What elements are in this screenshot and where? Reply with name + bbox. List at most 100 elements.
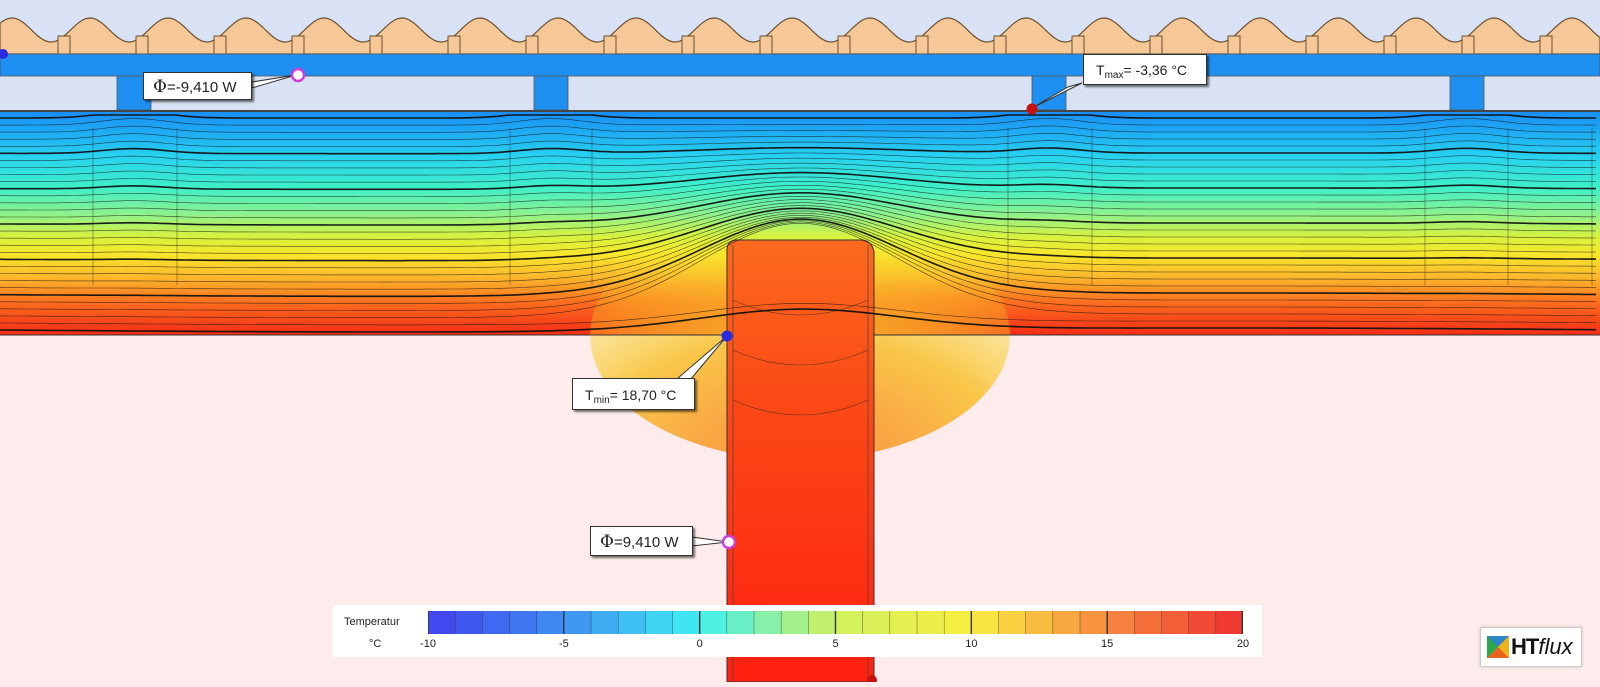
legend-tick-label: 20 [1236,638,1250,650]
batten-post [533,75,569,111]
isotherm [0,162,1597,176]
legend-step [1188,611,1217,634]
isotherm [0,212,1597,276]
isotherm [0,188,1596,219]
legend-step [754,611,782,634]
isotherm [0,157,1596,169]
isotherm [0,199,1597,240]
isotherm [0,185,1596,211]
legend-step [1080,611,1108,634]
tile-hook [1071,35,1085,55]
legend-tick-label: 10 [965,638,978,650]
legend-step [1107,611,1135,634]
phi-bottom-value: =9,410 W [613,534,679,551]
tile-hook [759,35,773,55]
isotherm [0,146,1596,155]
isotherm [0,171,1596,191]
tmin-subscript: min [593,395,610,406]
logo-bold: HT [1511,634,1539,659]
phi-top-marker[interactable] [290,67,306,83]
legend-step [971,611,999,634]
isotherm [0,176,1596,197]
isotherm [0,152,1596,162]
tile-hook [915,35,929,55]
legend-step [536,611,565,634]
tile-hook [1227,35,1241,55]
tile-hook [57,35,71,55]
tmax-symbol: T [1096,62,1105,78]
tile-hook [1383,35,1397,55]
legend-step [1052,611,1081,634]
legend-color-bar [428,611,1243,634]
tile-hook [681,35,695,55]
phi-bottom-marker[interactable] [721,534,737,550]
isotherm [0,205,1596,254]
legend-step [1134,611,1162,634]
legend-tick-label: 15 [1101,638,1114,650]
legend-step [509,611,538,634]
underlay-membrane [0,110,1600,112]
pointer-tmax [1031,82,1083,109]
isotherm [0,202,1596,247]
boundary-marker-left[interactable] [0,49,8,59]
legend-step [618,611,646,634]
isotherm [0,207,1596,262]
phi-top-value: =-9,410 W [166,79,237,96]
isotherm [0,125,1596,133]
legend-step [835,611,864,634]
isotherm-rafter [732,299,869,316]
isotherm-lines [0,114,1597,416]
batten-post [1449,75,1485,111]
isotherm-rafter [732,349,869,366]
legend-step [1025,611,1054,634]
legend-step [672,611,701,634]
tmin-marker[interactable] [721,330,733,342]
isotherm [0,181,1596,204]
legend-step [563,611,592,634]
tile-hook [1461,35,1475,55]
legend-title: Temperatur [344,616,400,628]
phi-top-callout: Φ=-9,410 W [143,72,252,100]
legend-step [862,611,891,634]
isotherm [0,118,1596,126]
isotherm [0,167,1596,183]
tmax-value: = -3,36 °C [1123,62,1188,78]
legend-unit: °C [369,638,382,650]
temperature-legend: Temperatur °C -10 -5 0 5 10 15 20 [333,605,1262,657]
legend-step [726,611,755,634]
isotherm [0,133,1596,140]
isotherm [0,218,1596,298]
isotherm [0,303,1597,326]
legend-step [944,611,972,634]
isotherm [0,223,1596,318]
isotherm [0,221,1596,311]
tmax-subscript: max [1104,70,1124,81]
tile-hook [837,35,851,55]
tile-hook [525,35,539,55]
isotherm-rafter [732,399,869,416]
legend-tick-label: -10 [420,638,436,650]
tmin-value: = 18,70 °C [609,387,677,403]
tile-hook [291,35,305,55]
legend-step [428,611,456,634]
phi-symbol: Φ [153,77,167,97]
pointer-phi-top [251,74,297,89]
tile-hook [993,35,1007,55]
tmax-marker[interactable] [1026,103,1038,115]
legend-step [591,611,619,634]
htflux-logo-mark [1487,636,1509,658]
legend-step [917,611,945,634]
isotherm [0,220,1597,304]
logo-italic: flux [1538,634,1573,659]
tmax-callout: Tmax= -3,36 °C [1083,54,1207,85]
legend-step [1161,611,1190,634]
legend-step [482,611,510,634]
legend-step [781,611,809,634]
rafter [726,239,875,683]
tmin-symbol: T [585,387,594,403]
tile-hook [135,35,149,55]
legend-step [699,611,728,634]
tile-hooks [57,35,1553,55]
